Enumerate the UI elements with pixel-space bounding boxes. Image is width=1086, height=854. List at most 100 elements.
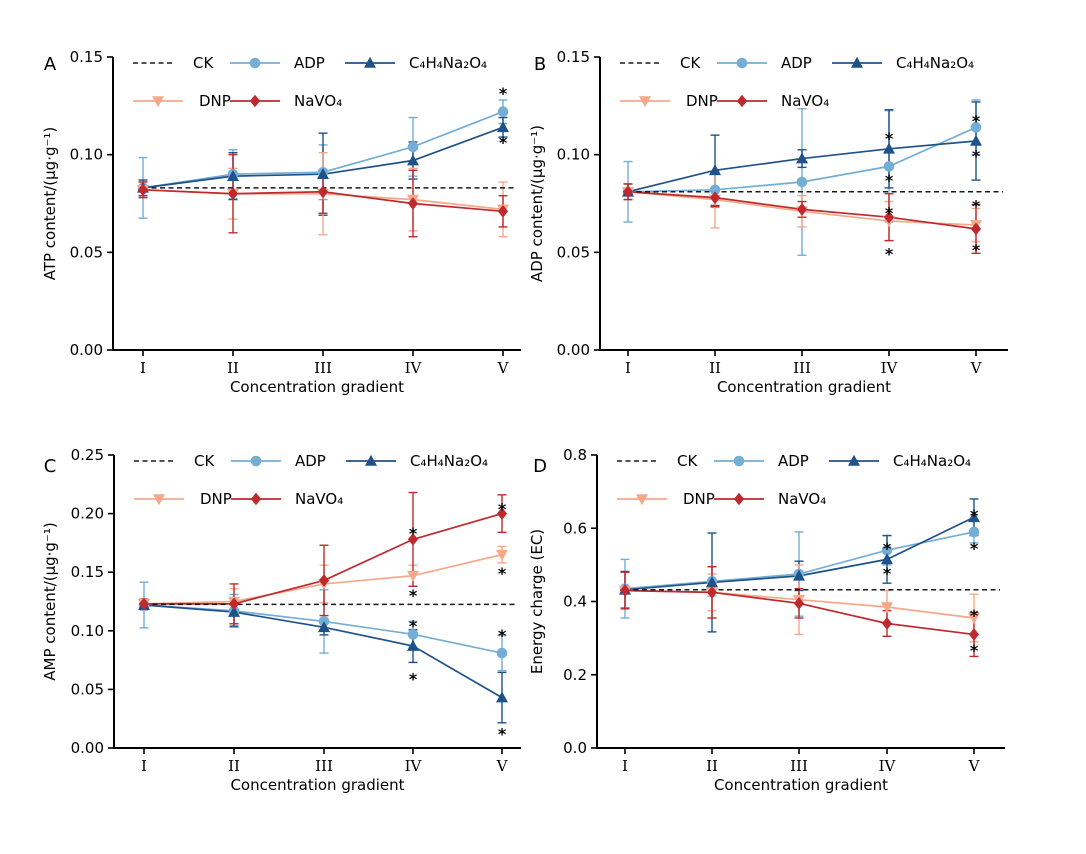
legend-item-NaVO₄: NaVO₄ — [717, 92, 829, 110]
legend-label: DNP — [199, 92, 231, 110]
series-markers-NaVO₄ — [138, 507, 508, 611]
legend-label: CK — [677, 452, 698, 470]
legend-label: CK — [194, 452, 215, 470]
legend-label: DNP — [686, 92, 718, 110]
significance-asterisk: * — [972, 197, 981, 216]
y-axis-label: AMP content/(μg·g⁻¹) — [41, 522, 59, 681]
legend-label: ADP — [294, 54, 325, 72]
legend-label: C₄H₄Na₂O₄ — [410, 452, 488, 470]
significance-markers: * * * * * * * * — [885, 112, 981, 264]
x-axis-label: Concentration gradient — [717, 378, 891, 396]
legend-item-NaVO₄: NaVO₄ — [231, 490, 343, 508]
y-tick-label: 0.8 — [563, 446, 587, 464]
x-tick-label: III — [793, 359, 811, 377]
legend-label: ADP — [295, 452, 326, 470]
legend: CK ADP C₄H₄Na₂O₄ DNP NaVO₄ — [620, 54, 974, 110]
x-tick-label: V — [497, 359, 510, 377]
y-tick-label: 0.00 — [71, 739, 104, 757]
significance-markers: * * * * * * — [883, 506, 979, 660]
legend-item-NaVO₄: NaVO₄ — [714, 490, 826, 508]
y-tick-label: 0.05 — [70, 243, 103, 261]
y-tick-label: 0.0 — [563, 739, 587, 757]
y-tick-label: 0.4 — [563, 593, 587, 611]
y-tick-label: 0.15 — [71, 563, 104, 581]
significance-asterisk: * — [409, 669, 418, 688]
legend-item-ADP: ADP — [231, 452, 326, 470]
legend-item-CK: CK — [134, 452, 215, 470]
y-axis-label: ADP content/(μg·g⁻¹) — [528, 125, 546, 282]
x-tick-label: II — [228, 757, 240, 775]
legend-label: C₄H₄Na₂O₄ — [409, 54, 487, 72]
legend-label: C₄H₄Na₂O₄ — [893, 452, 971, 470]
significance-markers: * * * * * * * * — [409, 499, 507, 743]
legend-item-CK: CK — [133, 54, 214, 72]
legend-label: NaVO₄ — [781, 92, 829, 110]
legend-item-DNP: DNP — [620, 92, 718, 110]
axes — [594, 56, 1008, 356]
series-markers-ADP — [622, 122, 982, 198]
significance-asterisk: * — [970, 641, 979, 660]
legend-label: NaVO₄ — [294, 92, 342, 110]
significance-asterisk: * — [499, 133, 508, 152]
legend-label: NaVO₄ — [295, 490, 343, 508]
series-markers-NaVO₄ — [619, 584, 980, 641]
legend-item-CK: CK — [620, 54, 701, 72]
x-tick-label: I — [141, 757, 147, 775]
significance-asterisk: * — [972, 147, 981, 166]
legend-item-C₄H₄Na₂O₄: C₄H₄Na₂O₄ — [346, 452, 488, 470]
x-axis-label: Concentration gradient — [230, 378, 404, 396]
legend-item-C₄H₄Na₂O₄: C₄H₄Na₂O₄ — [829, 452, 971, 470]
legend-item-NaVO₄: NaVO₄ — [230, 92, 342, 110]
x-tick-label: I — [625, 359, 631, 377]
legend-item-C₄H₄Na₂O₄: C₄H₄Na₂O₄ — [345, 54, 487, 72]
legend-item-ADP: ADP — [714, 452, 809, 470]
axes — [108, 454, 521, 754]
significance-asterisk: * — [972, 240, 981, 259]
panel-letter: D — [533, 456, 547, 477]
legend: CK ADP C₄H₄Na₂O₄ DNP NaVO₄ — [134, 452, 488, 508]
axes — [591, 454, 1005, 754]
significance-asterisk: * — [885, 203, 894, 222]
x-tick-label: V — [496, 757, 509, 775]
legend-label: ADP — [781, 54, 812, 72]
legend-item-C₄H₄Na₂O₄: C₄H₄Na₂O₄ — [832, 54, 974, 72]
significance-asterisk: * — [970, 506, 979, 525]
panel-letter: C — [44, 456, 57, 477]
y-tick-label: 0.00 — [557, 341, 590, 359]
y-tick-label: 0.10 — [71, 622, 104, 640]
legend-item-DNP: DNP — [133, 92, 231, 110]
significance-asterisk: * — [409, 586, 418, 605]
y-tick-label: 0.05 — [71, 680, 104, 698]
x-axis-label: Concentration gradient — [714, 776, 888, 794]
y-axis-label: Energy charge (EC) — [528, 529, 546, 674]
significance-asterisk: * — [885, 244, 894, 263]
x-tick-label: IV — [405, 757, 423, 775]
series-markers-C₄H₄Na₂O₄ — [138, 598, 508, 703]
y-tick-label: 0.15 — [70, 48, 103, 66]
y-tick-label: 0.00 — [70, 341, 103, 359]
legend-label: DNP — [200, 490, 232, 508]
x-tick-label: III — [790, 757, 808, 775]
legend-label: NaVO₄ — [778, 490, 826, 508]
significance-asterisk: * — [885, 129, 894, 148]
axes — [107, 56, 521, 356]
x-tick-label: I — [140, 359, 146, 377]
significance-asterisk: * — [970, 539, 979, 558]
x-tick-label: V — [970, 359, 983, 377]
significance-asterisk: * — [498, 724, 507, 743]
x-tick-label: IV — [881, 359, 899, 377]
x-tick-label: II — [227, 359, 239, 377]
legend: CK ADP C₄H₄Na₂O₄ DNP NaVO₄ — [133, 54, 487, 110]
x-tick-label: IV — [405, 359, 423, 377]
y-tick-label: 0.2 — [563, 666, 587, 684]
legend-item-ADP: ADP — [230, 54, 325, 72]
x-tick-label: III — [315, 757, 333, 775]
y-axis-label: ATP content/(μg·g⁻¹) — [41, 127, 59, 281]
y-tick-label: 0.15 — [557, 48, 590, 66]
panel-letter: B — [534, 54, 546, 75]
y-tick-label: 0.10 — [557, 146, 590, 164]
